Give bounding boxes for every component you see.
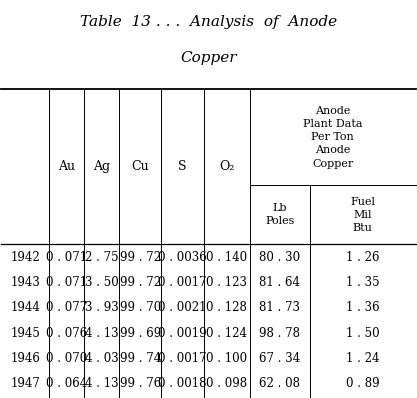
Text: 99 . 72: 99 . 72 (120, 276, 161, 289)
Text: 0 . 0017: 0 . 0017 (158, 276, 206, 289)
Text: 3 . 93: 3 . 93 (85, 301, 119, 314)
Text: 81 . 64: 81 . 64 (259, 276, 301, 289)
Text: 1 . 26: 1 . 26 (346, 251, 379, 263)
Text: 1 . 35: 1 . 35 (346, 276, 379, 289)
Text: 99 . 70: 99 . 70 (120, 301, 161, 314)
Text: 98 . 78: 98 . 78 (259, 327, 301, 340)
Text: 1943: 1943 (10, 276, 40, 289)
Text: 4 . 03: 4 . 03 (85, 352, 119, 365)
Text: 1 . 50: 1 . 50 (346, 327, 379, 340)
Text: Fuel
Mil
Btu: Fuel Mil Btu (350, 197, 375, 233)
Text: 0 . 100: 0 . 100 (206, 352, 247, 365)
Text: 0 . 071: 0 . 071 (46, 276, 87, 289)
Text: 0 . 070: 0 . 070 (46, 352, 87, 365)
Text: 3 . 50: 3 . 50 (85, 276, 119, 289)
Text: 0 . 077: 0 . 077 (46, 301, 87, 314)
Text: 4 . 13: 4 . 13 (85, 377, 119, 390)
Text: 0 . 0017: 0 . 0017 (158, 352, 206, 365)
Text: Ag: Ag (93, 160, 111, 173)
Text: 0 . 140: 0 . 140 (206, 251, 247, 263)
Text: 1944: 1944 (10, 301, 40, 314)
Text: 99 . 69: 99 . 69 (120, 327, 161, 340)
Text: 0 . 123: 0 . 123 (206, 276, 247, 289)
Text: 99 . 74: 99 . 74 (120, 352, 161, 365)
Text: 0 . 0019: 0 . 0019 (158, 327, 206, 340)
Text: Au: Au (58, 160, 75, 173)
Text: 1 . 24: 1 . 24 (346, 352, 379, 365)
Text: 0 . 124: 0 . 124 (206, 327, 247, 340)
Text: 99 . 72: 99 . 72 (120, 251, 161, 263)
Text: 80 . 30: 80 . 30 (259, 251, 301, 263)
Text: 0 . 064: 0 . 064 (46, 377, 87, 390)
Text: 0 . 0018: 0 . 0018 (158, 377, 206, 390)
Text: 0 . 0021: 0 . 0021 (158, 301, 206, 314)
Text: 0 . 098: 0 . 098 (206, 377, 247, 390)
Text: 1 . 36: 1 . 36 (346, 301, 379, 314)
Text: 2 . 75: 2 . 75 (85, 251, 119, 263)
Text: 99 . 76: 99 . 76 (120, 377, 161, 390)
Text: 1947: 1947 (10, 377, 40, 390)
Text: S: S (178, 160, 186, 173)
Text: Table  13 . . .  Analysis  of  Anode: Table 13 . . . Analysis of Anode (80, 15, 337, 29)
Text: Cu: Cu (131, 160, 149, 173)
Text: 81 . 73: 81 . 73 (259, 301, 301, 314)
Text: 0 . 071: 0 . 071 (46, 251, 87, 263)
Text: Anode
Plant Data
Per Ton
Anode
Copper: Anode Plant Data Per Ton Anode Copper (303, 106, 362, 168)
Text: 1946: 1946 (10, 352, 40, 365)
Text: 1945: 1945 (10, 327, 40, 340)
Text: Copper: Copper (180, 51, 237, 65)
Text: 0 . 0036: 0 . 0036 (158, 251, 206, 263)
Text: O₂: O₂ (219, 160, 234, 173)
Text: 0 . 128: 0 . 128 (206, 301, 247, 314)
Text: 0 . 076: 0 . 076 (46, 327, 87, 340)
Text: 0 . 89: 0 . 89 (346, 377, 379, 390)
Text: 62 . 08: 62 . 08 (259, 377, 301, 390)
Text: Lb
Poles: Lb Poles (265, 203, 295, 226)
Text: 1942: 1942 (10, 251, 40, 263)
Text: 67 . 34: 67 . 34 (259, 352, 301, 365)
Text: 4 . 13: 4 . 13 (85, 327, 119, 340)
